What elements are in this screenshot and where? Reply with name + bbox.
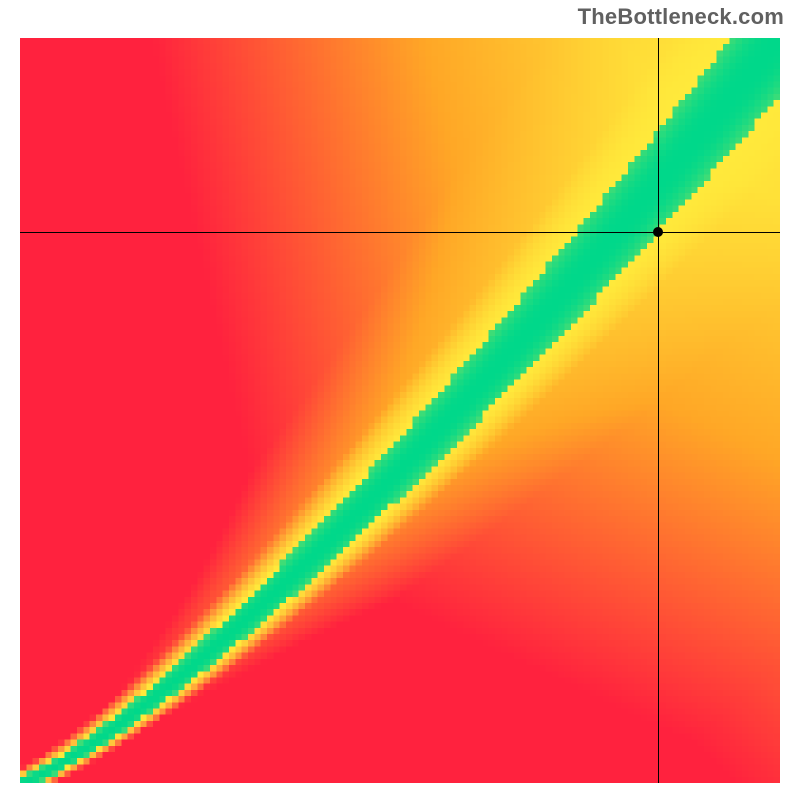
crosshair-marker xyxy=(653,227,663,237)
crosshair-vertical xyxy=(658,38,659,783)
crosshair-horizontal xyxy=(20,232,780,233)
bottleneck-heatmap xyxy=(20,38,780,783)
watermark-text: TheBottleneck.com xyxy=(578,4,784,30)
chart-container: { "watermark": "TheBottleneck.com", "cha… xyxy=(0,0,800,800)
